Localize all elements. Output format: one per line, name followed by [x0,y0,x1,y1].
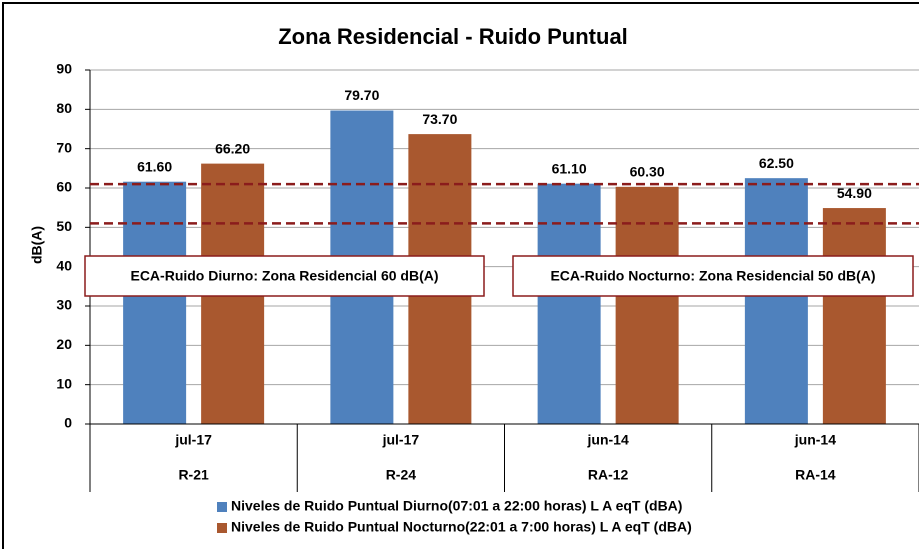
annotation-box [84,255,485,297]
x-group-label: R-21 [178,467,209,483]
annotation: ECA-Ruido Nocturno: Zona Residencial 50 … [550,268,875,284]
bar [822,208,886,424]
x-group-label: R-24 [386,467,417,483]
x-group-label: RA-14 [795,467,836,483]
y-tick-label: 20 [56,336,72,352]
bar [615,186,679,424]
x-tick-label: jun-14 [587,432,629,448]
y-tick-label: 10 [56,375,72,391]
data-label: 73.70 [422,111,457,127]
data-label: 61.60 [137,158,172,174]
x-tick-label: jul-17 [382,432,420,448]
annotation-box [512,255,914,297]
bar [744,178,808,424]
y-tick-label: 30 [56,297,72,313]
legend-swatch [217,523,227,533]
legend-swatch [217,502,227,512]
x-tick-label: jul-17 [174,432,212,448]
bar [123,181,187,424]
legend-label: Niveles de Ruido Puntual Nocturno(22:01 … [231,519,692,535]
y-tick-label: 40 [56,257,72,273]
bar [537,183,601,424]
y-tick-label: 60 [56,179,72,195]
annotation: ECA-Ruido Diurno: Zona Residencial 60 dB… [130,268,438,284]
y-tick-label: 0 [64,415,72,431]
chart-title: Zona Residencial - Ruido Puntual [278,24,628,49]
data-label: 79.70 [344,87,379,103]
y-tick-label: 90 [56,61,72,77]
x-tick-label: jun-14 [794,432,836,448]
data-label: 60.30 [630,164,665,180]
y-tick-label: 50 [56,218,72,234]
x-group-label: RA-12 [588,467,629,483]
data-label: 66.20 [215,140,250,156]
data-label: 54.90 [837,185,872,201]
y-axis-label: dB(A) [29,226,45,264]
legend-label: Niveles de Ruido Puntual Diurno(07:01 a … [231,498,682,514]
y-tick-label: 80 [56,100,72,116]
data-label: 61.10 [552,160,587,176]
y-tick-label: 70 [56,139,72,155]
data-label: 62.50 [759,155,794,171]
